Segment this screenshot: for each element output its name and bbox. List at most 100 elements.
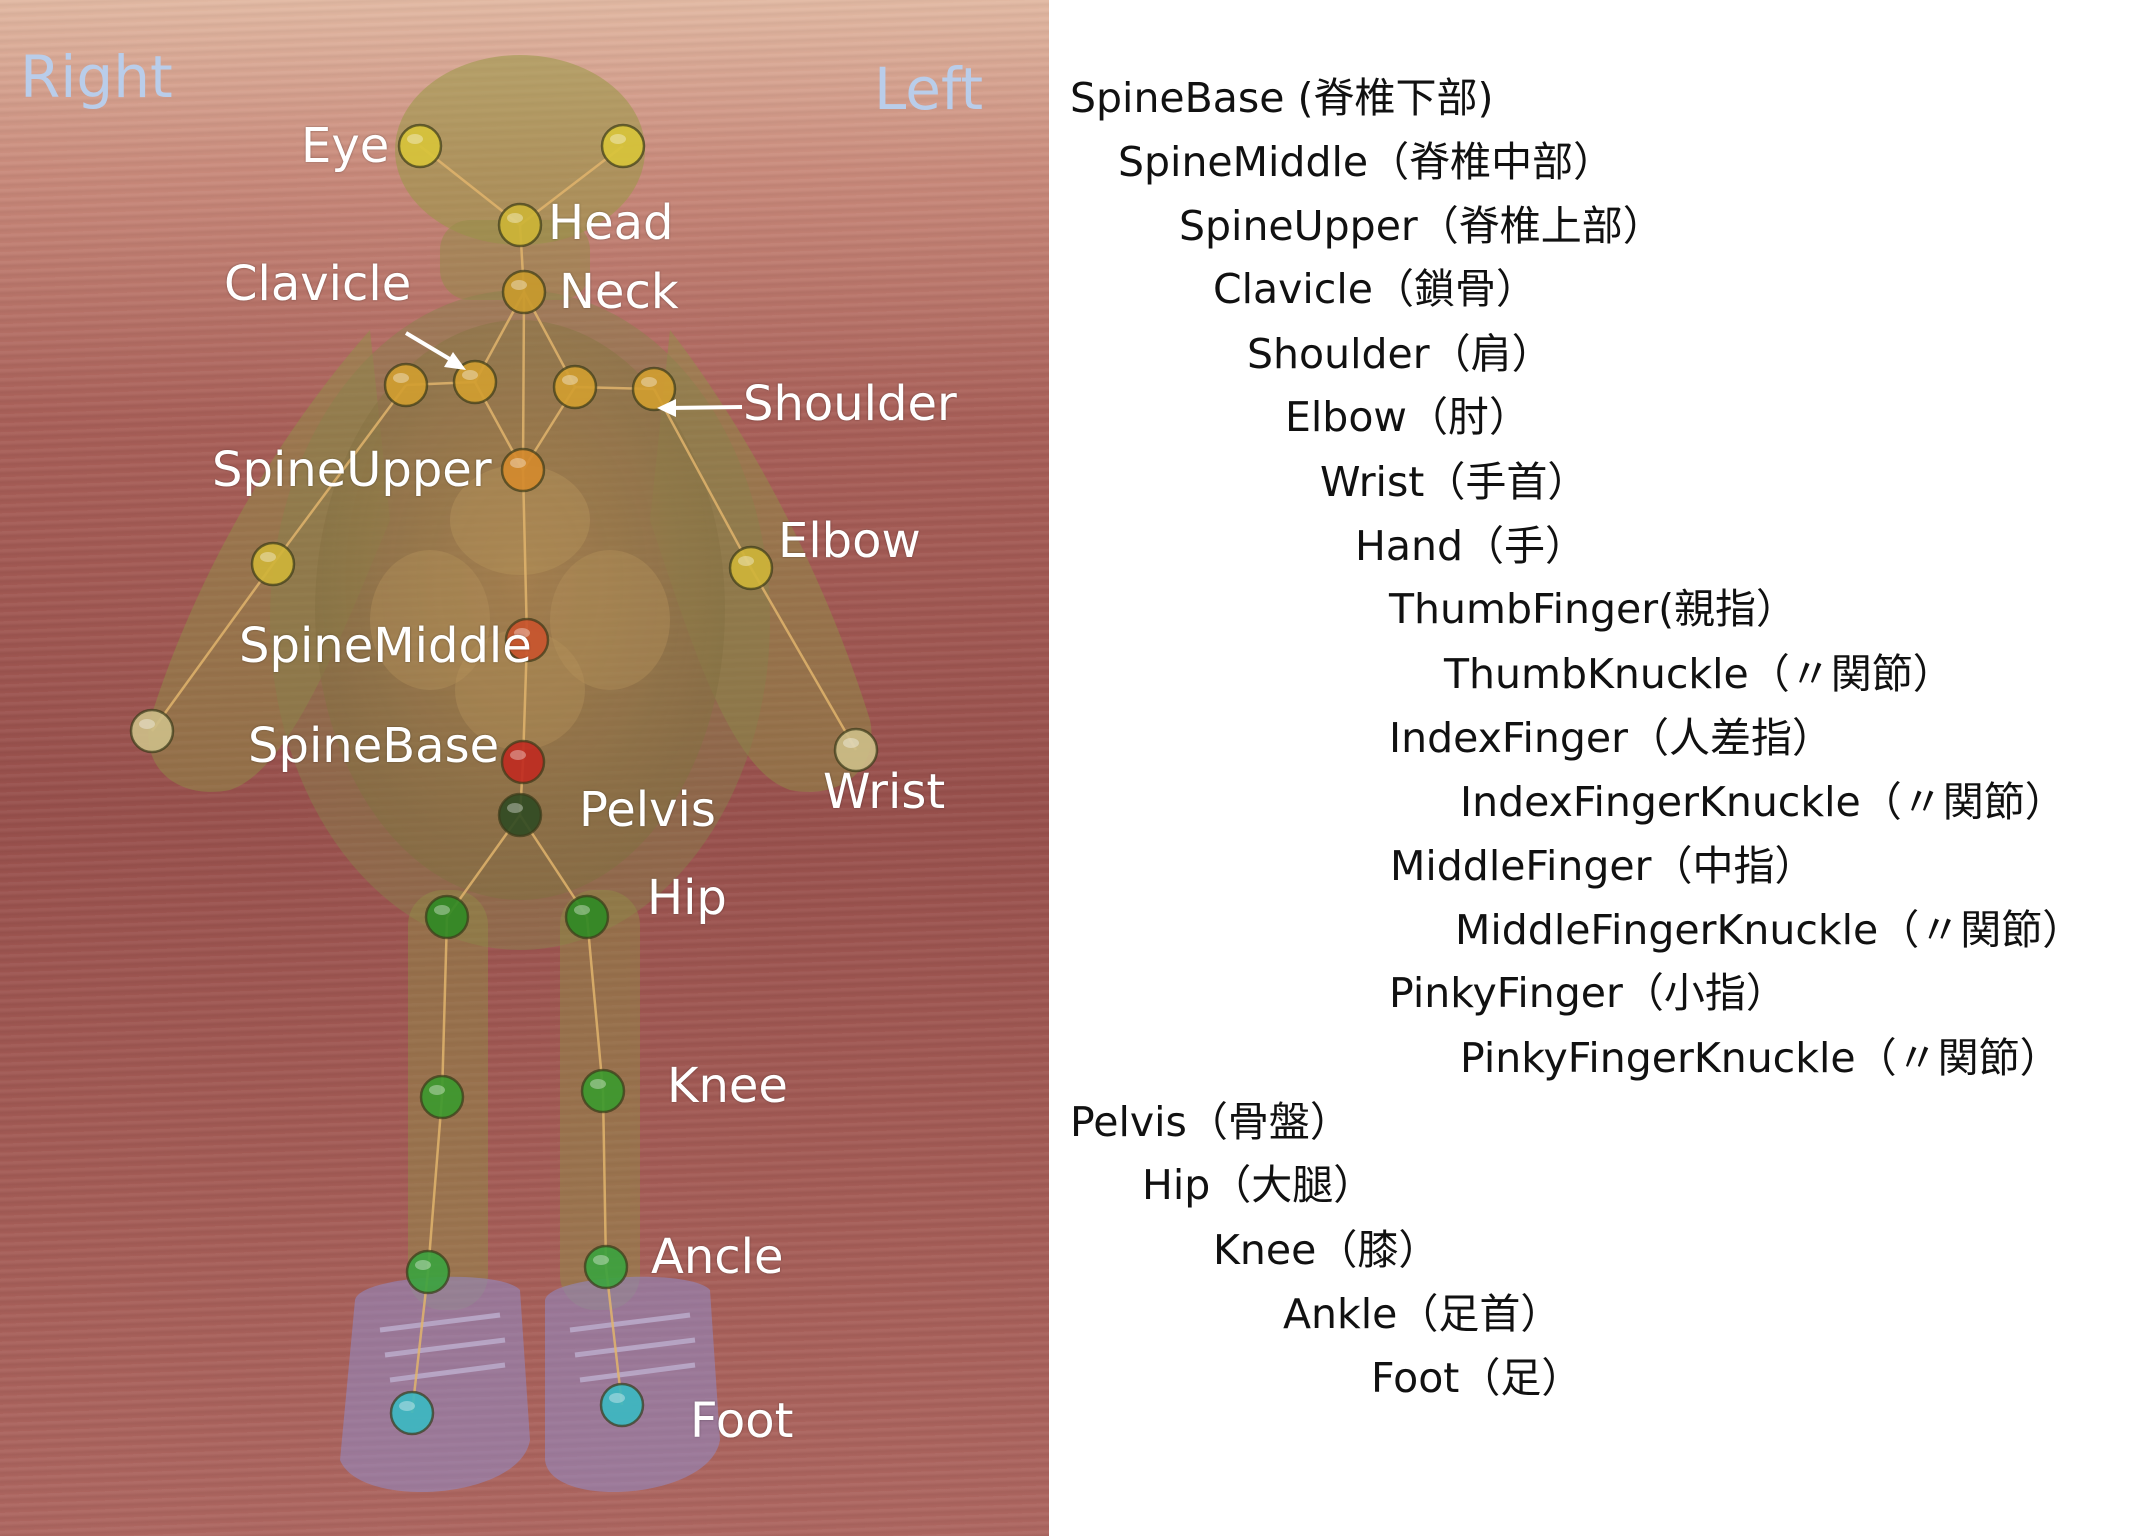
joint-clavicle-left xyxy=(552,364,598,410)
bone-hip-knee-right xyxy=(440,916,449,1098)
bone-elbow-wrist-right xyxy=(150,563,275,732)
hierarchy-item-spineupper: SpineUpper（脊椎上部） xyxy=(1179,202,1664,250)
hierarchy-item-hip: Hip（大腿） xyxy=(1142,1161,1375,1209)
hierarchy-item-foot: Foot（足） xyxy=(1371,1354,1583,1402)
joint-highlight-shoulder-left xyxy=(641,377,657,387)
label-eye: Eye xyxy=(301,118,390,174)
bone-shoulder-elbow-left xyxy=(652,388,753,569)
joint-elbow-left xyxy=(728,545,774,591)
joint-knee-left xyxy=(580,1068,626,1114)
skeleton-scene: Right Left Eye Head Clavicle Neck Should… xyxy=(0,0,1049,1536)
label-knee: Knee xyxy=(667,1058,788,1114)
joint-ankle-left xyxy=(583,1244,629,1290)
label-elbow: Elbow xyxy=(778,513,921,569)
label-wrist: Wrist xyxy=(823,764,946,820)
label-shoulder: Shoulder xyxy=(743,376,957,432)
joint-highlight-foot-left xyxy=(609,1393,625,1403)
joint-highlight-spine-upper xyxy=(510,458,526,468)
joint-wrist-right xyxy=(129,708,175,754)
joint-eye-left xyxy=(600,123,646,169)
joint-spine-base xyxy=(500,739,546,785)
joint-highlight-clavicle-right xyxy=(462,370,478,380)
joint-highlight-shoulder-right xyxy=(393,373,409,383)
joint-highlight-clavicle-left xyxy=(562,375,578,385)
hierarchy-item-hand: Hand（手） xyxy=(1355,522,1586,570)
joint-foot-left xyxy=(599,1382,645,1428)
joint-highlight-knee-left xyxy=(590,1079,606,1089)
label-spine-upper: SpineUpper xyxy=(212,442,492,498)
joint-highlight-eye-right xyxy=(407,134,423,144)
hierarchy-item-thumbfinger: ThumbFinger(親指） xyxy=(1389,585,1798,633)
joint-highlight-knee-right xyxy=(429,1085,445,1095)
label-head: Head xyxy=(548,195,674,251)
joint-hip-right xyxy=(424,894,470,940)
bone-neck-spineupper xyxy=(521,291,526,471)
joint-shoulder-left xyxy=(631,366,677,412)
label-neck: Neck xyxy=(559,264,679,320)
joint-hierarchy-list: SpineBase (脊椎下部) SpineMiddle（脊椎中部） Spine… xyxy=(1049,0,2142,1536)
joint-highlight-ankle-left xyxy=(593,1255,609,1265)
bone-shoulder-elbow-right xyxy=(271,384,408,565)
hierarchy-item-middlefingerknuckle: MiddleFingerKnuckle（〃関節） xyxy=(1455,906,2084,954)
hierarchy-item-ankle: Ankle（足首） xyxy=(1283,1290,1562,1338)
label-ancle: Ancle xyxy=(651,1229,784,1285)
joint-shoulder-right xyxy=(383,362,429,408)
label-clavicle: Clavicle xyxy=(224,256,412,312)
hierarchy-item-knee: Knee（膝） xyxy=(1213,1226,1440,1274)
label-foot: Foot xyxy=(690,1393,794,1449)
side-label-left: Left xyxy=(874,55,984,123)
hierarchy-item-thumbknuckle: ThumbKnuckle（〃関節） xyxy=(1444,650,1954,698)
hierarchy-item-pelvis: Pelvis（骨盤） xyxy=(1070,1098,1351,1146)
joint-highlight-elbow-right xyxy=(260,552,276,562)
joint-highlight-foot-right xyxy=(399,1401,415,1411)
hierarchy-item-indexfingerknuckle: IndexFingerKnuckle（〃関節） xyxy=(1460,778,2066,826)
joint-highlight-pelvis xyxy=(507,803,523,813)
joint-elbow-right xyxy=(250,541,296,587)
joint-spine-middle xyxy=(504,617,550,663)
label-hip: Hip xyxy=(647,870,727,926)
joint-highlight-neck xyxy=(511,280,527,290)
label-spine-middle: SpineMiddle xyxy=(239,618,532,674)
hierarchy-item-pinkyfingerknuckle: PinkyFingerKnuckle（〃関節） xyxy=(1460,1034,2061,1082)
hierarchy-item-spinemiddle: SpineMiddle（脊椎中部） xyxy=(1118,138,1615,186)
joint-highlight-head xyxy=(507,213,523,223)
bone-elbow-wrist-left xyxy=(749,567,858,751)
joint-highlight-eye-left xyxy=(610,134,626,144)
side-label-right: Right xyxy=(20,43,173,111)
joint-highlight-ankle-right xyxy=(415,1260,431,1270)
skeleton-diagram xyxy=(129,55,879,1493)
bone-ankle-foot-left xyxy=(604,1266,624,1406)
joint-clavicle-right xyxy=(452,359,498,405)
bone-knee-ankle-right xyxy=(426,1096,444,1273)
hierarchy-item-pinkyfinger: PinkyFinger（小指） xyxy=(1389,969,1787,1017)
joint-neck xyxy=(501,269,547,315)
joint-highlight-spine-base xyxy=(510,750,526,760)
joint-highlight-elbow-left xyxy=(738,556,754,566)
shoulder-arrowhead xyxy=(657,399,676,417)
clavicle-arrowhead xyxy=(444,352,466,370)
bone-spineupper-spinemiddle xyxy=(521,469,529,641)
joint-highlight-spine-middle xyxy=(514,628,530,638)
joint-pelvis xyxy=(497,792,543,838)
joint-foot-right xyxy=(389,1390,435,1436)
hierarchy-item-wrist: Wrist（手首） xyxy=(1320,458,1589,506)
bone-ankle-foot-right xyxy=(410,1271,430,1414)
hierarchy-item-spinebase: SpineBase (脊椎下部) xyxy=(1070,74,1494,122)
label-pelvis: Pelvis xyxy=(579,782,716,838)
joint-eye-right xyxy=(397,123,443,169)
joint-highlight-wrist-left xyxy=(843,738,859,748)
joint-highlight-wrist-right xyxy=(139,719,155,729)
joint-wrist-left xyxy=(833,727,879,773)
joint-hip-left xyxy=(564,894,610,940)
hierarchy-item-shoulder: Shoulder（肩） xyxy=(1247,330,1553,378)
joint-highlight-hip-right xyxy=(434,905,450,915)
annotation-arrows xyxy=(404,331,743,417)
hierarchy-item-clavicle: Clavicle（鎖骨） xyxy=(1213,265,1537,313)
hierarchy-item-middlefinger: MiddleFinger（中指） xyxy=(1390,842,1816,890)
joint-head xyxy=(497,202,543,248)
bone-hip-knee-left xyxy=(585,916,605,1092)
shoulder-arrow xyxy=(667,405,743,410)
joint-ankle-right xyxy=(405,1249,451,1295)
bone-knee-ankle-left xyxy=(601,1090,608,1268)
skeleton-joints xyxy=(129,123,879,1436)
